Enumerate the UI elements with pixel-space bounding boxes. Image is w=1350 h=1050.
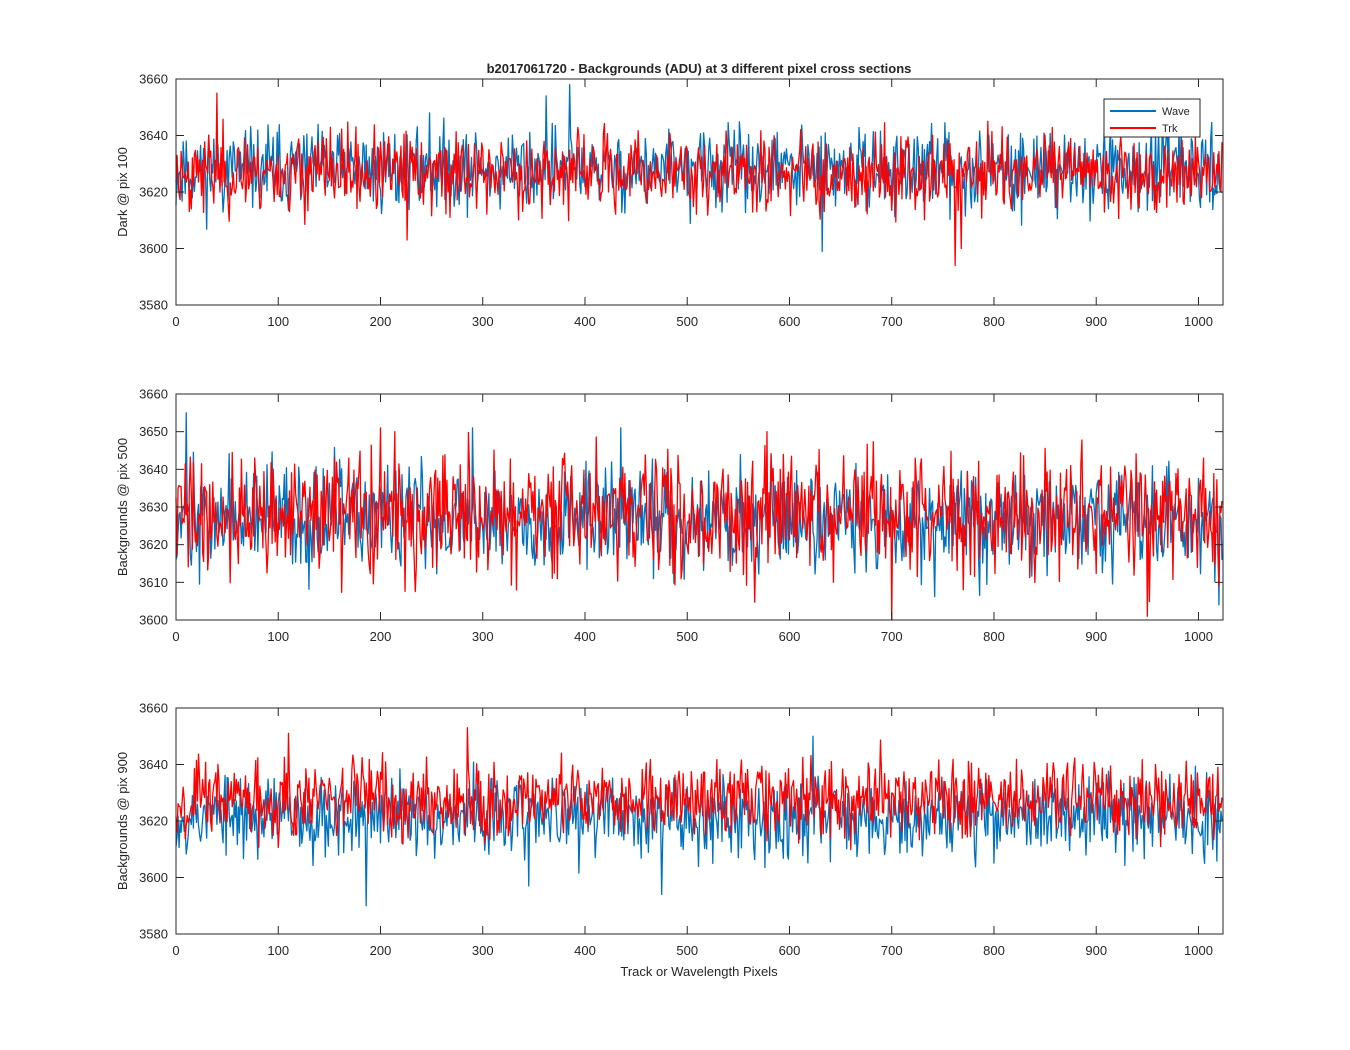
y-tick-label: 3640 bbox=[139, 462, 168, 477]
series-line-trk bbox=[175, 727, 1223, 851]
legend-box bbox=[1103, 98, 1201, 138]
series-line-trk bbox=[175, 427, 1223, 621]
x-tick-label: 900 bbox=[1085, 314, 1107, 329]
legend-label-wave: Wave bbox=[1162, 106, 1190, 118]
y-tick-label: 3640 bbox=[139, 128, 168, 143]
series-line-wave bbox=[175, 735, 1223, 907]
y-axis-label: Dark @ pix 100 bbox=[115, 147, 130, 237]
legend-label-trk: Trk bbox=[1162, 123, 1178, 135]
x-tick-label: 700 bbox=[881, 629, 903, 644]
y-tick-label: 3650 bbox=[139, 424, 168, 439]
x-tick-label: 0 bbox=[172, 943, 179, 958]
x-tick-label: 400 bbox=[574, 314, 596, 329]
y-axis-label: Backgrounds @ pix 900 bbox=[115, 752, 130, 890]
panel-backgrounds-pix-500: 0 100 200 300 400 500 600 700 800 900 1000 3600 3610… bbox=[115, 387, 1224, 644]
x-tick-label: 300 bbox=[472, 943, 494, 958]
x-tick-label: 100 bbox=[267, 314, 289, 329]
x-tick-label: 1000 bbox=[1184, 629, 1213, 644]
y-tick-label: 3660 bbox=[139, 387, 168, 402]
ticks-layer: 0 100 200 300 400 500 600 700 800 900 1000 3600 3610… bbox=[139, 387, 1223, 644]
series-layer bbox=[175, 412, 1223, 621]
series-layer bbox=[175, 84, 1223, 267]
axes-box bbox=[175, 78, 1224, 306]
panel-dark-pix-100: 0 100 200 300 400 500 600 700 800 900 1000 3580 3600… bbox=[115, 72, 1224, 329]
y-tick-label: 3660 bbox=[139, 72, 168, 87]
ticks-layer: 0 100 200 300 400 500 600 700 800 900 1000 3580 3600… bbox=[139, 72, 1223, 329]
axes-box bbox=[175, 707, 1224, 935]
axes-box bbox=[175, 393, 1224, 621]
x-tick-label: 1000 bbox=[1184, 943, 1213, 958]
x-axis-label: Track or Wavelength Pixels bbox=[620, 964, 778, 979]
y-tick-label: 3640 bbox=[139, 757, 168, 772]
panel-backgrounds-pix-900: 0 100 200 300 400 500 600 700 800 900 1000 3580 3600… bbox=[115, 701, 1224, 958]
x-tick-label: 800 bbox=[983, 314, 1005, 329]
x-tick-label: 100 bbox=[267, 629, 289, 644]
x-tick-label: 1000 bbox=[1184, 314, 1213, 329]
series-layer bbox=[175, 727, 1223, 907]
x-tick-label: 100 bbox=[267, 943, 289, 958]
x-tick-label: 0 bbox=[172, 314, 179, 329]
x-tick-label: 800 bbox=[983, 629, 1005, 644]
x-tick-label: 600 bbox=[779, 314, 801, 329]
y-tick-label: 3660 bbox=[139, 701, 168, 716]
x-tick-label: 900 bbox=[1085, 943, 1107, 958]
plot-area bbox=[176, 79, 1223, 305]
y-tick-label: 3580 bbox=[139, 298, 168, 313]
x-tick-label: 400 bbox=[574, 629, 596, 644]
x-tick-label: 600 bbox=[779, 943, 801, 958]
x-tick-label: 500 bbox=[676, 629, 698, 644]
x-tick-label: 200 bbox=[370, 943, 392, 958]
y-axis-label: Backgrounds @ pix 500 bbox=[115, 438, 130, 576]
y-tick-label: 3620 bbox=[139, 814, 168, 829]
x-tick-label: 500 bbox=[676, 943, 698, 958]
x-tick-label: 400 bbox=[574, 943, 596, 958]
ticks-layer: 0 100 200 300 400 500 600 700 800 900 1000 3580 3600… bbox=[139, 701, 1223, 958]
x-tick-label: 500 bbox=[676, 314, 698, 329]
y-tick-label: 3600 bbox=[139, 241, 168, 256]
x-tick-label: 700 bbox=[881, 314, 903, 329]
x-tick-label: 200 bbox=[370, 314, 392, 329]
chart-title: b2017061720 - Backgrounds (ADU) at 3 dif… bbox=[487, 61, 912, 76]
y-tick-label: 3620 bbox=[139, 537, 168, 552]
legend: Wave Trk bbox=[1103, 98, 1201, 138]
x-tick-label: 900 bbox=[1085, 629, 1107, 644]
y-tick-label: 3620 bbox=[139, 185, 168, 200]
legend-entry-wave: Wave bbox=[1110, 106, 1190, 118]
x-tick-label: 700 bbox=[881, 943, 903, 958]
x-tick-label: 300 bbox=[472, 314, 494, 329]
y-tick-label: 3580 bbox=[139, 927, 168, 942]
y-tick-label: 3610 bbox=[139, 575, 168, 590]
x-tick-label: 200 bbox=[370, 629, 392, 644]
y-tick-label: 3630 bbox=[139, 500, 168, 515]
series-line-trk bbox=[175, 92, 1223, 267]
x-tick-label: 600 bbox=[779, 629, 801, 644]
y-tick-label: 3600 bbox=[139, 613, 168, 628]
x-tick-label: 300 bbox=[472, 629, 494, 644]
legend-entry-trk: Trk bbox=[1110, 123, 1178, 135]
y-tick-label: 3600 bbox=[139, 870, 168, 885]
x-tick-label: 800 bbox=[983, 943, 1005, 958]
x-tick-label: 0 bbox=[172, 629, 179, 644]
